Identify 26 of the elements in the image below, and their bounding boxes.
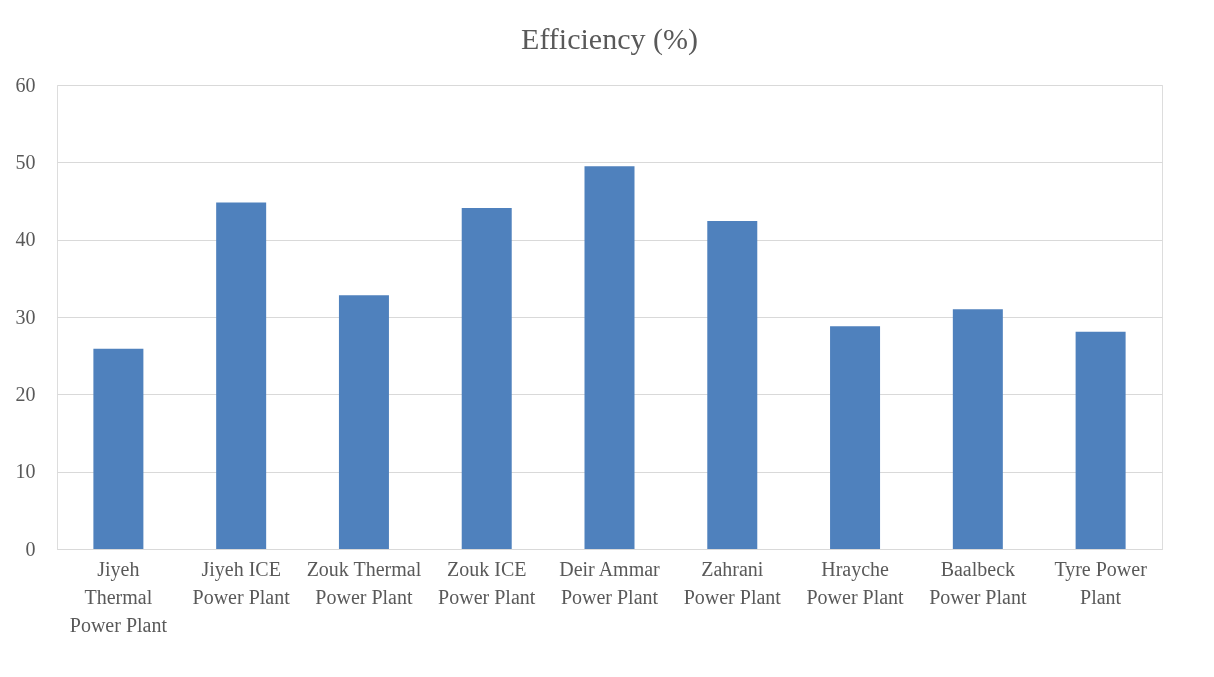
bar: [93, 348, 144, 549]
x-tick-label: Jiyeh Thermal Power Plant: [69, 557, 168, 636]
x-tick-label: Hrayche Power Plant: [806, 557, 905, 608]
y-tick-label: 10: [15, 460, 36, 483]
bar: [584, 166, 635, 549]
x-tick-label: Jiyeh ICE Power Plant: [192, 557, 291, 608]
bar: [216, 202, 267, 549]
x-tick-label: Deir Ammar Power Plant: [559, 557, 661, 608]
bar: [1075, 331, 1126, 549]
y-tick-label: 50: [15, 150, 36, 173]
x-tick-label: Baalbeck Power Plant: [929, 557, 1027, 608]
chart-title: Efficiency (%): [521, 22, 698, 56]
x-tick-label: Tyre Power Plant: [1054, 557, 1148, 608]
bar: [461, 207, 512, 549]
bar: [952, 309, 1003, 549]
bar: [707, 221, 758, 549]
y-tick-label: 60: [15, 73, 36, 96]
x-tick-label: Zouk ICE Power Plant: [438, 557, 536, 608]
x-tick-label: Zouk Thermal Power Plant: [306, 557, 422, 608]
y-tick-label: 0: [25, 537, 36, 560]
x-tick-label: Zahrani Power Plant: [683, 557, 782, 608]
y-tick-label: 40: [15, 228, 36, 251]
y-tick-label: 30: [15, 305, 36, 328]
bar: [830, 326, 881, 549]
bar: [338, 295, 389, 549]
y-tick-label: 20: [15, 382, 36, 405]
